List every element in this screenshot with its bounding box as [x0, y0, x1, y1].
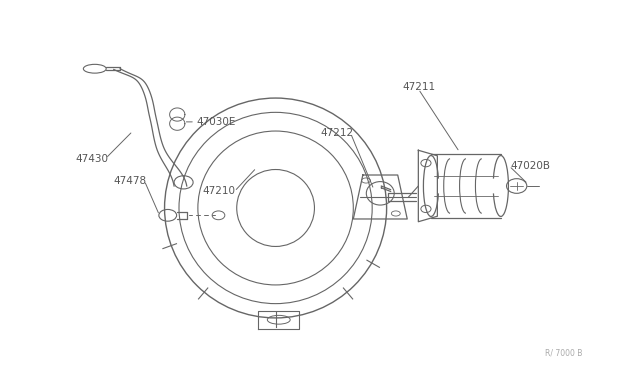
Text: 47430: 47430 [76, 154, 109, 164]
Text: 47210: 47210 [203, 186, 236, 196]
Text: 47478: 47478 [114, 176, 147, 186]
Text: 47212: 47212 [320, 128, 353, 138]
Text: 47030E: 47030E [196, 117, 236, 127]
Text: 47211: 47211 [403, 82, 436, 92]
Text: R/ 7000 B: R/ 7000 B [545, 348, 582, 357]
Text: 47020B: 47020B [510, 161, 550, 171]
